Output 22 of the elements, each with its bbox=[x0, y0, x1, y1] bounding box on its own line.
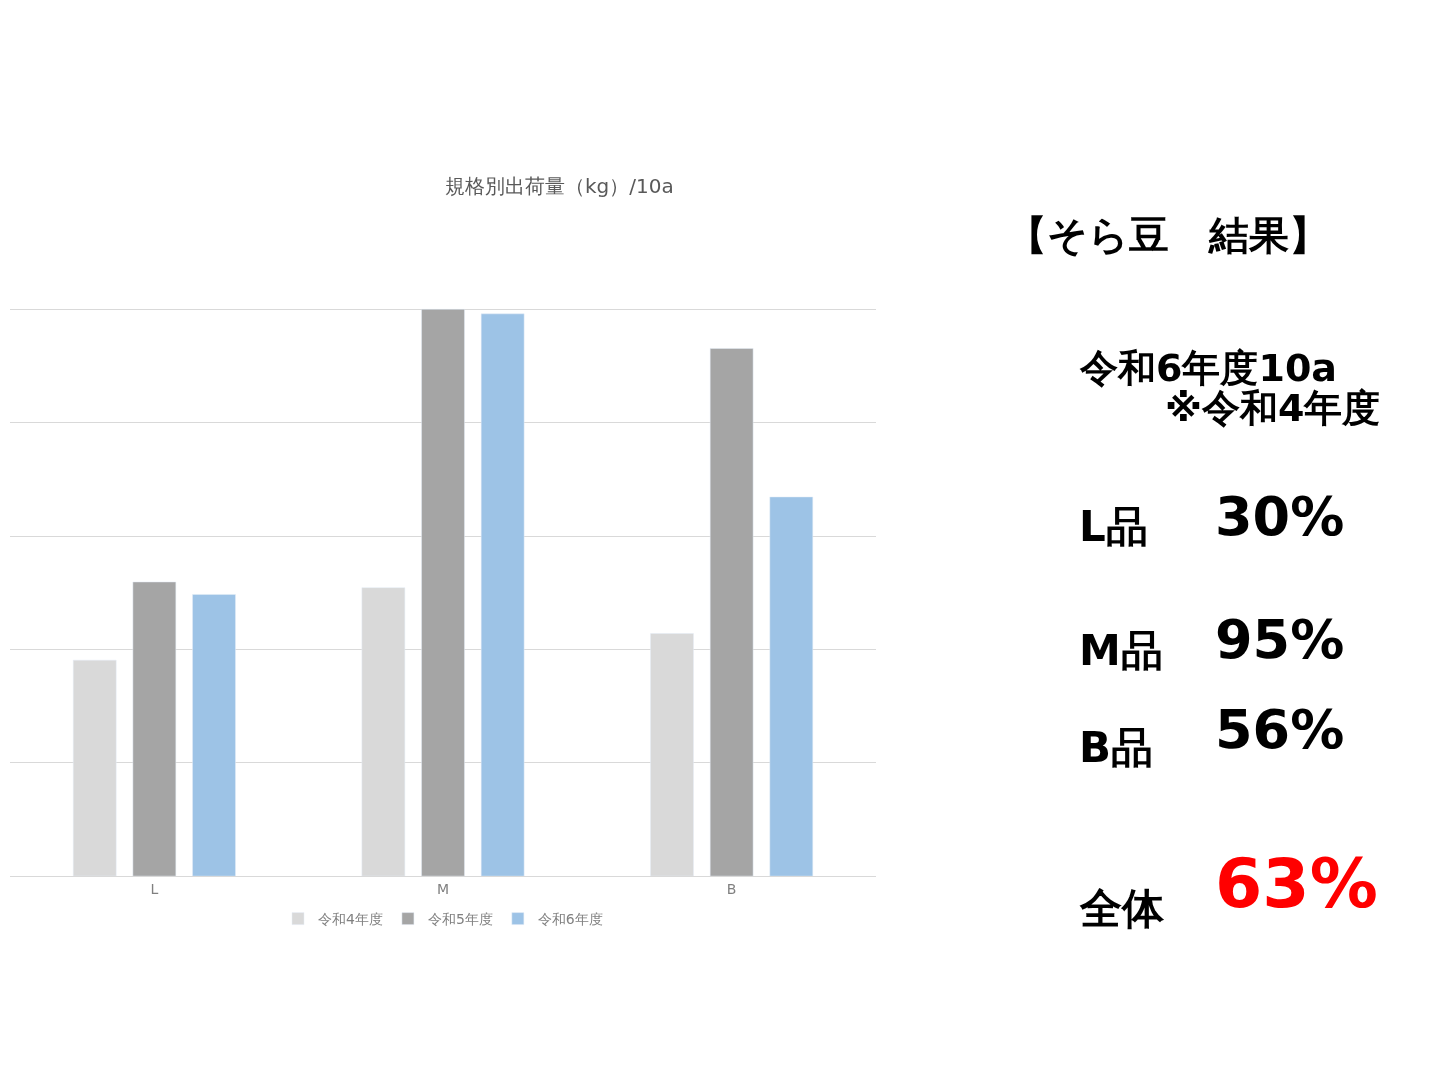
legend-label: 令和6年度 bbox=[537, 911, 603, 928]
text: 【そら豆 結果】 bbox=[1007, 212, 1329, 258]
bar bbox=[769, 496, 814, 877]
legend-label: 令和4年度 bbox=[318, 911, 383, 928]
x-tick-label: L bbox=[150, 880, 159, 897]
bar bbox=[192, 594, 236, 877]
bar bbox=[132, 581, 177, 877]
text: 63% bbox=[1215, 844, 1378, 923]
chart-title: 規格別出荷量（kg）/10a bbox=[445, 174, 674, 198]
text: 30% bbox=[1215, 485, 1345, 548]
text: B品 bbox=[1079, 723, 1154, 772]
text: M品 bbox=[1079, 626, 1163, 675]
bar bbox=[480, 313, 525, 877]
text: 全体 bbox=[1079, 884, 1165, 933]
x-tick-label: M bbox=[436, 880, 450, 897]
text: 56% bbox=[1215, 698, 1345, 761]
bar bbox=[421, 309, 465, 877]
bar bbox=[709, 348, 754, 877]
x-tick-label: B bbox=[726, 880, 737, 897]
text: 95% bbox=[1215, 608, 1345, 671]
legend-label: 令和5年度 bbox=[427, 911, 493, 928]
text: L品 bbox=[1079, 502, 1148, 551]
